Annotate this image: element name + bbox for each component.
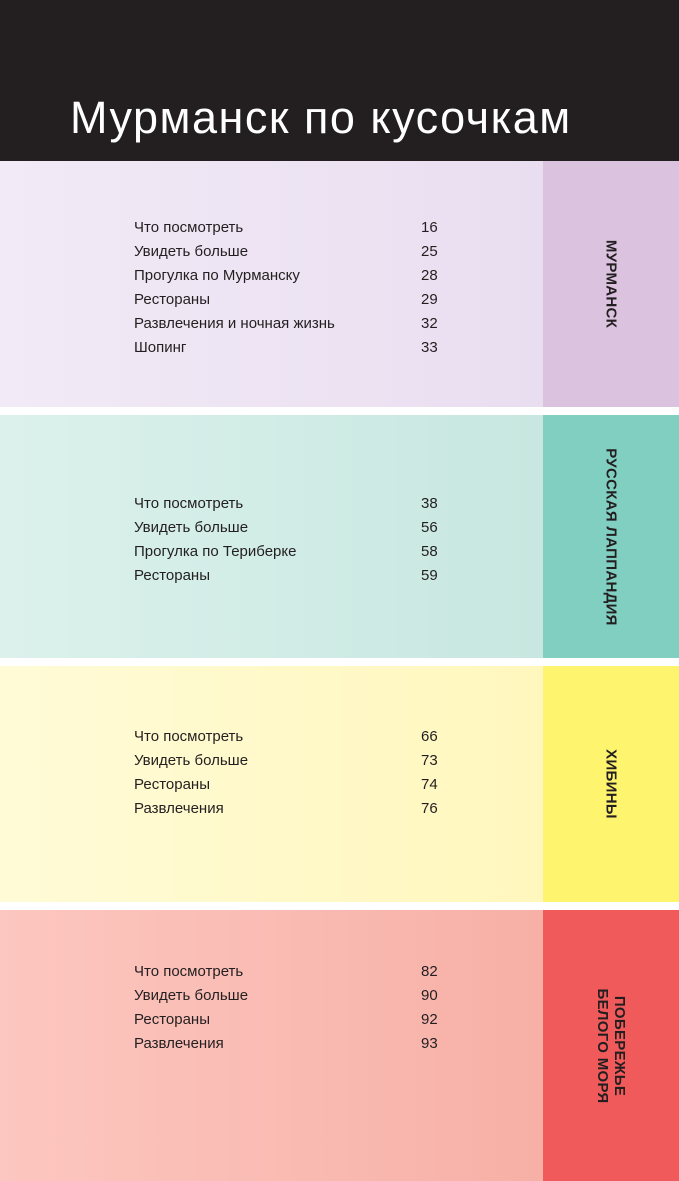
toc-item[interactable]: Рестораны 29	[134, 288, 454, 312]
toc-item-page: 29	[421, 291, 438, 308]
toc-item-page: 38	[421, 495, 438, 512]
toc-list: Что посмотреть 66 Увидеть больше 73 Рестор…	[134, 725, 454, 821]
toc-item-page: 56	[421, 519, 438, 536]
toc-item-label: Шопинг	[134, 339, 187, 356]
toc-item-page: 28	[421, 267, 438, 284]
section-tab-label: РУССКАЯ ЛАППАНДИЯ	[602, 447, 620, 626]
toc-item[interactable]: Увидеть больше 73	[134, 749, 454, 773]
toc-item-page: 76	[421, 800, 438, 817]
toc-item-label: Увидеть больше	[134, 243, 249, 260]
section-tab-label: ХИБИНЫ	[602, 749, 620, 819]
toc-item[interactable]: Увидеть больше 56	[134, 516, 454, 540]
toc-item-page: 66	[421, 728, 438, 745]
toc-item-page: 59	[421, 567, 438, 584]
toc-item-label: Развлечения	[134, 1035, 224, 1052]
section-tab-lapland[interactable]: РУССКАЯ ЛАППАНДИЯ	[543, 415, 679, 658]
section-tab-khibiny[interactable]: ХИБИНЫ	[543, 666, 679, 902]
toc-item-page: 92	[421, 1011, 438, 1028]
section-tab-white-sea[interactable]: ПОБЕРЕЖЬЕ БЕЛОГО МОРЯ	[543, 910, 679, 1181]
section-lapland: Что посмотреть 38 Увидеть больше 56 Прогул…	[0, 415, 679, 658]
toc-item-label: Увидеть больше	[134, 519, 249, 536]
section-body: Что посмотреть 16 Увидеть больше 25 Прогул…	[0, 161, 543, 407]
toc-item-label: Что посмотреть	[134, 728, 244, 745]
toc-item-label: Что посмотреть	[134, 495, 244, 512]
toc-list: Что посмотреть 82 Увидеть больше 90 Рестор…	[134, 960, 454, 1056]
toc-item[interactable]: Что посмотреть 38	[134, 492, 454, 516]
section-body: Что посмотреть 82 Увидеть больше 90 Рестор…	[0, 910, 543, 1181]
toc-item-label: Рестораны	[134, 1011, 210, 1028]
toc-item[interactable]: Что посмотреть 16	[134, 216, 454, 240]
section-tab-murmansk[interactable]: МУРМАНСК	[543, 161, 679, 407]
toc-item-label: Увидеть больше	[134, 987, 249, 1004]
section-murmansk: Что посмотреть 16 Увидеть больше 25 Прогул…	[0, 161, 679, 407]
toc-item-label: Прогулка по Мурманску	[134, 267, 300, 284]
page-title: Мурманск по кусочкам	[70, 92, 572, 143]
toc-item[interactable]: Развлечения и ночная жизнь 32	[134, 312, 454, 336]
toc-item[interactable]: Рестораны 92	[134, 1008, 454, 1032]
toc-item[interactable]: Увидеть больше 25	[134, 240, 454, 264]
toc-item-page: 93	[421, 1035, 438, 1052]
section-tab-label: ПОБЕРЕЖЬЕ БЕЛОГО МОРЯ	[594, 988, 628, 1103]
toc-item-page: 73	[421, 752, 438, 769]
toc-item-label: Увидеть больше	[134, 752, 249, 769]
toc-item-label: Что посмотреть	[134, 219, 244, 236]
toc-item-page: 58	[421, 543, 438, 560]
toc-item-label: Развлечения	[134, 800, 224, 817]
toc-list: Что посмотреть 16 Увидеть больше 25 Прогул…	[134, 216, 454, 360]
toc-item[interactable]: Рестораны 74	[134, 773, 454, 797]
toc-item-label: Что посмотреть	[134, 963, 244, 980]
toc-item-page: 90	[421, 987, 438, 1004]
toc-item-page: 33	[421, 339, 438, 356]
toc-item-page: 74	[421, 776, 438, 793]
toc-item-label: Рестораны	[134, 291, 210, 308]
section-tab-label: МУРМАНСК	[602, 239, 620, 329]
toc-item-page: 16	[421, 219, 438, 236]
toc-item[interactable]: Прогулка по Териберке 58	[134, 540, 454, 564]
section-white-sea: Что посмотреть 82 Увидеть больше 90 Рестор…	[0, 910, 679, 1181]
toc-item-page: 25	[421, 243, 438, 260]
section-body: Что посмотреть 38 Увидеть больше 56 Прогул…	[0, 415, 543, 658]
toc-item-page: 82	[421, 963, 438, 980]
section-khibiny: Что посмотреть 66 Увидеть больше 73 Рестор…	[0, 666, 679, 902]
section-body: Что посмотреть 66 Увидеть больше 73 Рестор…	[0, 666, 543, 902]
toc-item[interactable]: Увидеть больше 90	[134, 984, 454, 1008]
toc-item-label: Развлечения и ночная жизнь	[134, 315, 335, 332]
header-bar: Мурманск по кусочкам	[0, 0, 679, 161]
toc-item-label: Прогулка по Териберке	[134, 543, 297, 560]
toc-list: Что посмотреть 38 Увидеть больше 56 Прогул…	[134, 492, 454, 588]
toc-item-page: 32	[421, 315, 438, 332]
toc-item-label: Рестораны	[134, 567, 210, 584]
toc-item[interactable]: Что посмотреть 66	[134, 725, 454, 749]
toc-item[interactable]: Что посмотреть 82	[134, 960, 454, 984]
toc-item[interactable]: Развлечения 93	[134, 1032, 454, 1056]
toc-item[interactable]: Шопинг 33	[134, 336, 454, 360]
toc-item[interactable]: Прогулка по Мурманску 28	[134, 264, 454, 288]
toc-item-label: Рестораны	[134, 776, 210, 793]
toc-item[interactable]: Рестораны 59	[134, 564, 454, 588]
toc-item[interactable]: Развлечения 76	[134, 797, 454, 821]
